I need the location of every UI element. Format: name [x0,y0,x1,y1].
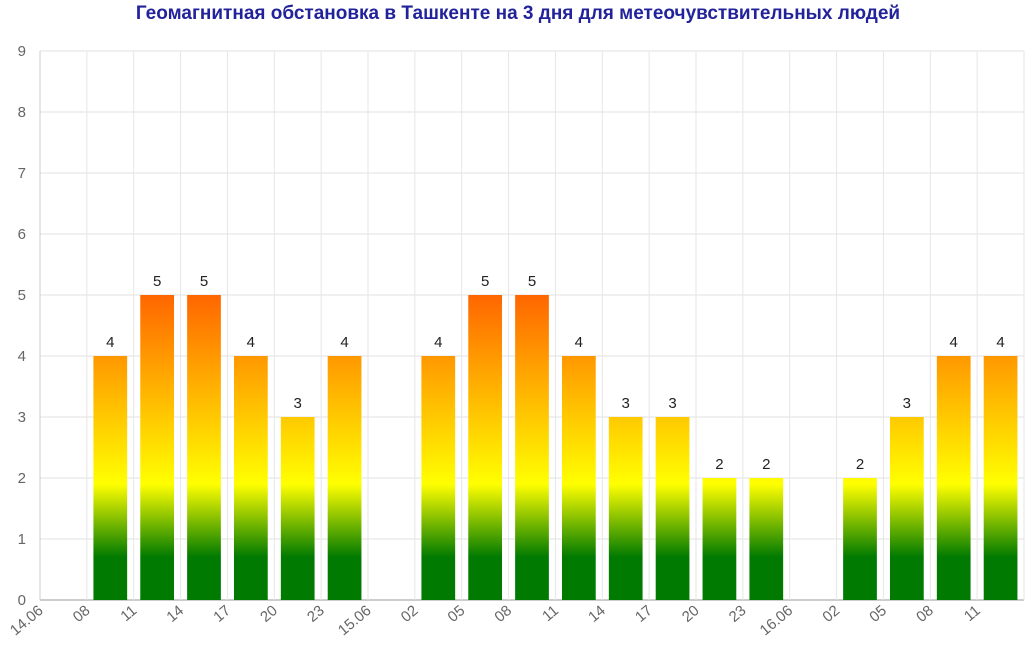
bar-value-label: 4 [340,334,348,351]
x-tick-label: 17 [210,602,234,626]
x-tick-label: 23 [304,602,328,626]
bar [749,478,784,600]
x-tick-label: 14 [163,602,187,626]
x-tick-label: 08 [70,602,94,626]
bar-value-label: 4 [106,334,114,351]
bar [327,356,362,600]
x-tick-label: 14.06 [7,602,47,639]
y-tick-label: 8 [18,104,26,121]
x-tick-label: 11 [961,602,984,625]
bar-value-label: 2 [715,456,723,473]
y-tick-label: 0 [18,592,26,609]
y-tick-label: 9 [18,43,26,60]
bar [608,417,643,600]
y-tick-label: 7 [18,165,26,182]
bar-value-label: 4 [950,334,958,351]
bar [468,295,503,600]
x-tick-label: 08 [491,602,515,626]
y-tick-label: 2 [18,470,26,487]
bar [515,295,549,600]
x-axis-ticks: 14.06 08 11 14 17 20 23 15.06 02 05 08 11 14 17 20 23 16… [7,602,984,639]
y-tick-label: 5 [18,287,26,304]
bar-value-label: 2 [762,456,770,473]
bar-value-label: 4 [434,334,442,351]
bar [233,356,268,600]
x-tick-label: 17 [632,602,656,626]
bar-value-label: 5 [200,273,208,290]
chart-title: Геомагнитная обстановка в Ташкенте на 3 … [135,3,901,24]
bar [889,417,924,600]
bar-value-label: 3 [903,395,911,412]
bar [936,356,971,600]
bar-value-label: 4 [996,334,1004,351]
x-tick-label: 02 [398,602,422,626]
x-tick-label: 14 [585,602,609,626]
bar-value-label: 5 [153,273,161,290]
data-labels: 4 5 5 4 3 4 4 5 5 4 3 3 2 2 2 3 4 4 [106,273,1005,473]
bar [983,356,1018,600]
bar [655,417,690,600]
bar [843,478,877,600]
bar-value-label: 3 [622,395,630,412]
x-tick-label: 23 [726,602,750,626]
bar-value-label: 4 [247,334,255,351]
bar [421,356,456,600]
bar-value-label: 3 [294,395,302,412]
bar-value-label: 2 [856,456,864,473]
bar-value-label: 5 [528,273,536,290]
bar [561,356,596,600]
y-axis-ticks: 0 1 2 3 4 5 6 7 8 9 [18,43,26,609]
y-tick-label: 3 [18,409,26,426]
x-tick-label: 16.06 [757,602,797,639]
bar [702,478,737,600]
x-tick-label: 20 [679,602,703,626]
bar [140,295,175,600]
x-tick-label: 02 [819,602,843,626]
bar [93,356,128,600]
x-tick-label: 11 [117,602,140,625]
y-tick-label: 1 [18,531,26,548]
bar-value-label: 5 [481,273,489,290]
bar-value-label: 3 [668,395,676,412]
x-tick-label: 05 [866,602,890,626]
x-tick-label: 08 [913,602,937,626]
x-tick-label: 05 [445,602,469,626]
bar [187,295,221,600]
x-tick-label: 15.06 [335,602,375,639]
x-tick-label: 20 [257,602,281,626]
y-tick-label: 4 [18,348,26,365]
bar-value-label: 4 [575,334,583,351]
bars [93,295,1018,600]
x-tick-label: 11 [539,602,562,625]
y-tick-label: 6 [18,226,26,243]
bar [280,417,315,600]
